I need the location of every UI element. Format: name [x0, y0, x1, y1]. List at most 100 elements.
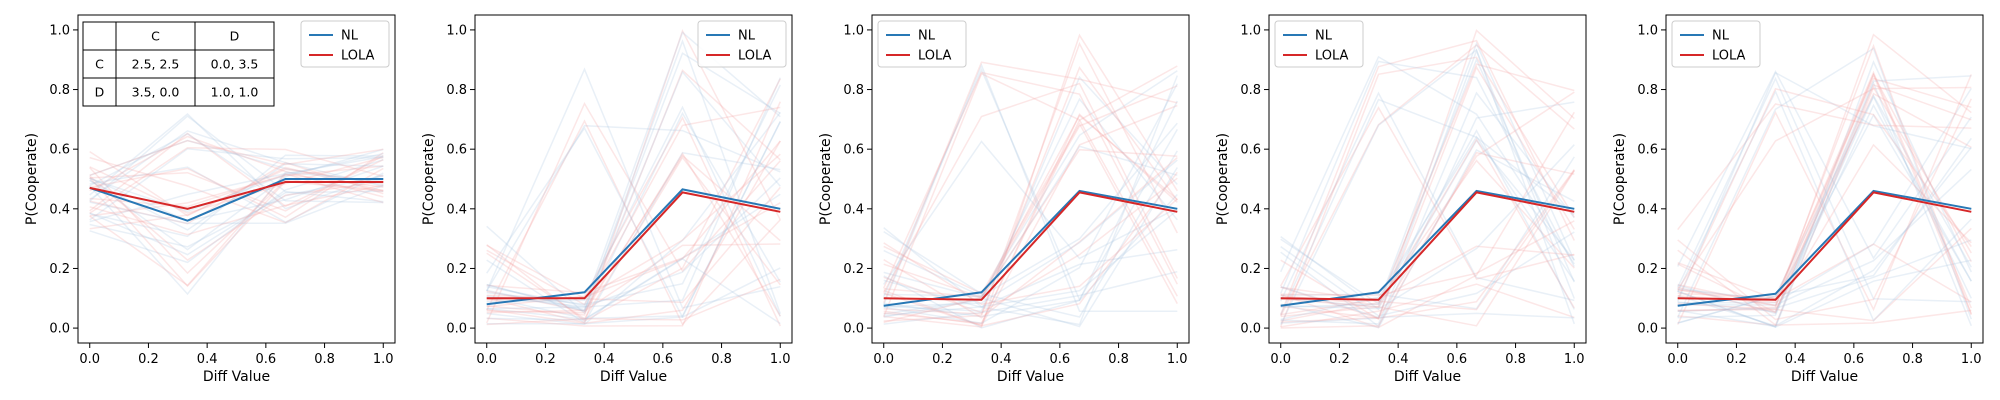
trial-trace: [883, 113, 1178, 326]
y-tick-label: 0.4: [1240, 202, 1261, 217]
legend: NL LOLA: [1671, 20, 1761, 68]
x-tick-label: 0.0: [873, 352, 894, 367]
trial-trace: [486, 111, 781, 326]
legend-label: NL: [1315, 29, 1333, 44]
trial-trace: [1677, 81, 1972, 329]
trial-trace: [89, 190, 384, 256]
trial-traces: [1677, 33, 1973, 329]
y-tick-label: 0.4: [1637, 202, 1658, 217]
chart-panel-5: 0.0 0.2 0.4 0.6 0.8 1.0 0.0 0.2 0.4 0.6 0.8 1.0 Diff…: [1612, 14, 1984, 385]
trial-trace: [1280, 48, 1576, 326]
trial-trace: [883, 61, 1178, 303]
trial-trace: [883, 33, 1178, 328]
trial-trace: [486, 52, 781, 311]
trial-trace: [486, 243, 781, 312]
trial-trace: [486, 31, 781, 307]
chart-panel-2: 0.0 0.2 0.4 0.6 0.8 1.0 0.0 0.2 0.4 0.6 0.8 1.0 Diff…: [421, 14, 793, 385]
series-line-lola: [1280, 191, 1575, 301]
x-axis-label: Diff Value: [997, 369, 1064, 385]
trial-trace: [89, 173, 384, 287]
x-tick-label: 1.0: [1961, 352, 1982, 367]
trial-trace: [883, 70, 1178, 297]
y-tick-label: 0.6: [843, 143, 864, 158]
trial-trace: [89, 175, 384, 262]
trial-trace: [1677, 92, 1972, 307]
x-axis-label: Diff Value: [203, 369, 270, 385]
y-tick-label: 0.0: [446, 322, 467, 337]
x-tick-label: 1.0: [373, 352, 394, 367]
chart-panel-1: 0.0 0.2 0.4 0.6 0.8 1.0 0.0 0.2 0.4 0.6 0.8 1.0 Diff…: [24, 14, 396, 385]
trial-trace: [1280, 151, 1575, 329]
y-tick-label: 0.0: [1240, 322, 1261, 337]
trial-trace: [1677, 103, 1972, 231]
trial-trace: [1280, 138, 1575, 309]
y-axis-label: P(Cooperate): [24, 133, 40, 225]
trial-trace: [883, 97, 1178, 315]
trial-trace: [883, 167, 1178, 328]
trial-trace: [1280, 98, 1575, 316]
trial-trace: [883, 227, 1178, 308]
table-cell: D: [95, 85, 105, 100]
trial-trace: [883, 198, 1178, 305]
y-tick-label: 1.0: [49, 23, 70, 38]
trial-trace: [1280, 91, 1575, 302]
trial-trace: [486, 140, 781, 324]
x-axis-label: Diff Value: [1394, 369, 1461, 385]
trial-trace: [1280, 283, 1575, 328]
trial-trace: [1280, 148, 1575, 329]
x-tick-label: 0.4: [1388, 352, 1409, 367]
y-tick-label: 0.6: [1637, 143, 1658, 158]
trial-trace: [1280, 48, 1575, 324]
trial-trace: [883, 71, 1178, 289]
axes-frame: [871, 14, 1190, 344]
trial-trace: [883, 82, 1178, 293]
trial-trace: [486, 202, 781, 294]
x-tick-label: 0.8: [1902, 352, 1923, 367]
trial-trace: [89, 177, 384, 288]
trial-trace: [486, 177, 781, 308]
trial-trace: [486, 106, 781, 306]
trial-trace: [1280, 111, 1575, 329]
trial-trace: [1677, 113, 1972, 301]
legend: NL LOLA: [1274, 20, 1364, 68]
table-border: [82, 21, 275, 107]
x-tick-label: 0.6: [653, 352, 674, 367]
trial-trace: [883, 75, 1178, 312]
trial-trace: [1677, 60, 1972, 328]
trial-trace: [1677, 74, 1972, 325]
trial-trace: [89, 168, 384, 230]
y-tick-label: 0.0: [843, 322, 864, 337]
trial-trace: [883, 114, 1178, 298]
axes-frame: [1665, 14, 1984, 344]
y-axis-label: P(Cooperate): [1612, 133, 1628, 225]
trial-trace: [883, 150, 1178, 318]
x-tick-label: 0.2: [1329, 352, 1350, 367]
y-tick-label: 0.2: [843, 262, 864, 277]
trial-trace: [883, 177, 1178, 314]
x-tick-label: 0.2: [932, 352, 953, 367]
x-tick-label: 0.4: [991, 352, 1012, 367]
trial-trace: [89, 135, 384, 198]
legend: NL LOLA: [877, 20, 967, 68]
y-tick-label: 0.4: [49, 202, 70, 217]
trial-trace: [883, 41, 1178, 322]
y-tick-label: 0.6: [49, 143, 70, 158]
legend-label: LOLA: [738, 49, 772, 64]
trial-trace: [1280, 63, 1575, 306]
trial-trace: [1280, 285, 1575, 319]
x-tick-label: 1.0: [1167, 352, 1188, 367]
trial-trace: [1677, 87, 1972, 300]
axes-frame: [77, 14, 396, 344]
trial-trace: [486, 151, 781, 324]
trial-trace: [883, 67, 1178, 302]
chart-panel-3: 0.0 0.2 0.4 0.6 0.8 1.0 0.0 0.2 0.4 0.6 0.8 1.0 Diff…: [818, 14, 1190, 385]
trial-trace: [1280, 159, 1575, 322]
y-tick-label: 0.8: [1240, 83, 1261, 98]
trial-trace: [883, 122, 1178, 298]
trial-trace: [883, 72, 1178, 317]
x-tick-label: 0.2: [535, 352, 556, 367]
trial-trace: [89, 115, 384, 203]
trial-traces: [89, 112, 384, 296]
trial-trace: [1280, 39, 1575, 315]
legend-label: LOLA: [341, 49, 375, 64]
